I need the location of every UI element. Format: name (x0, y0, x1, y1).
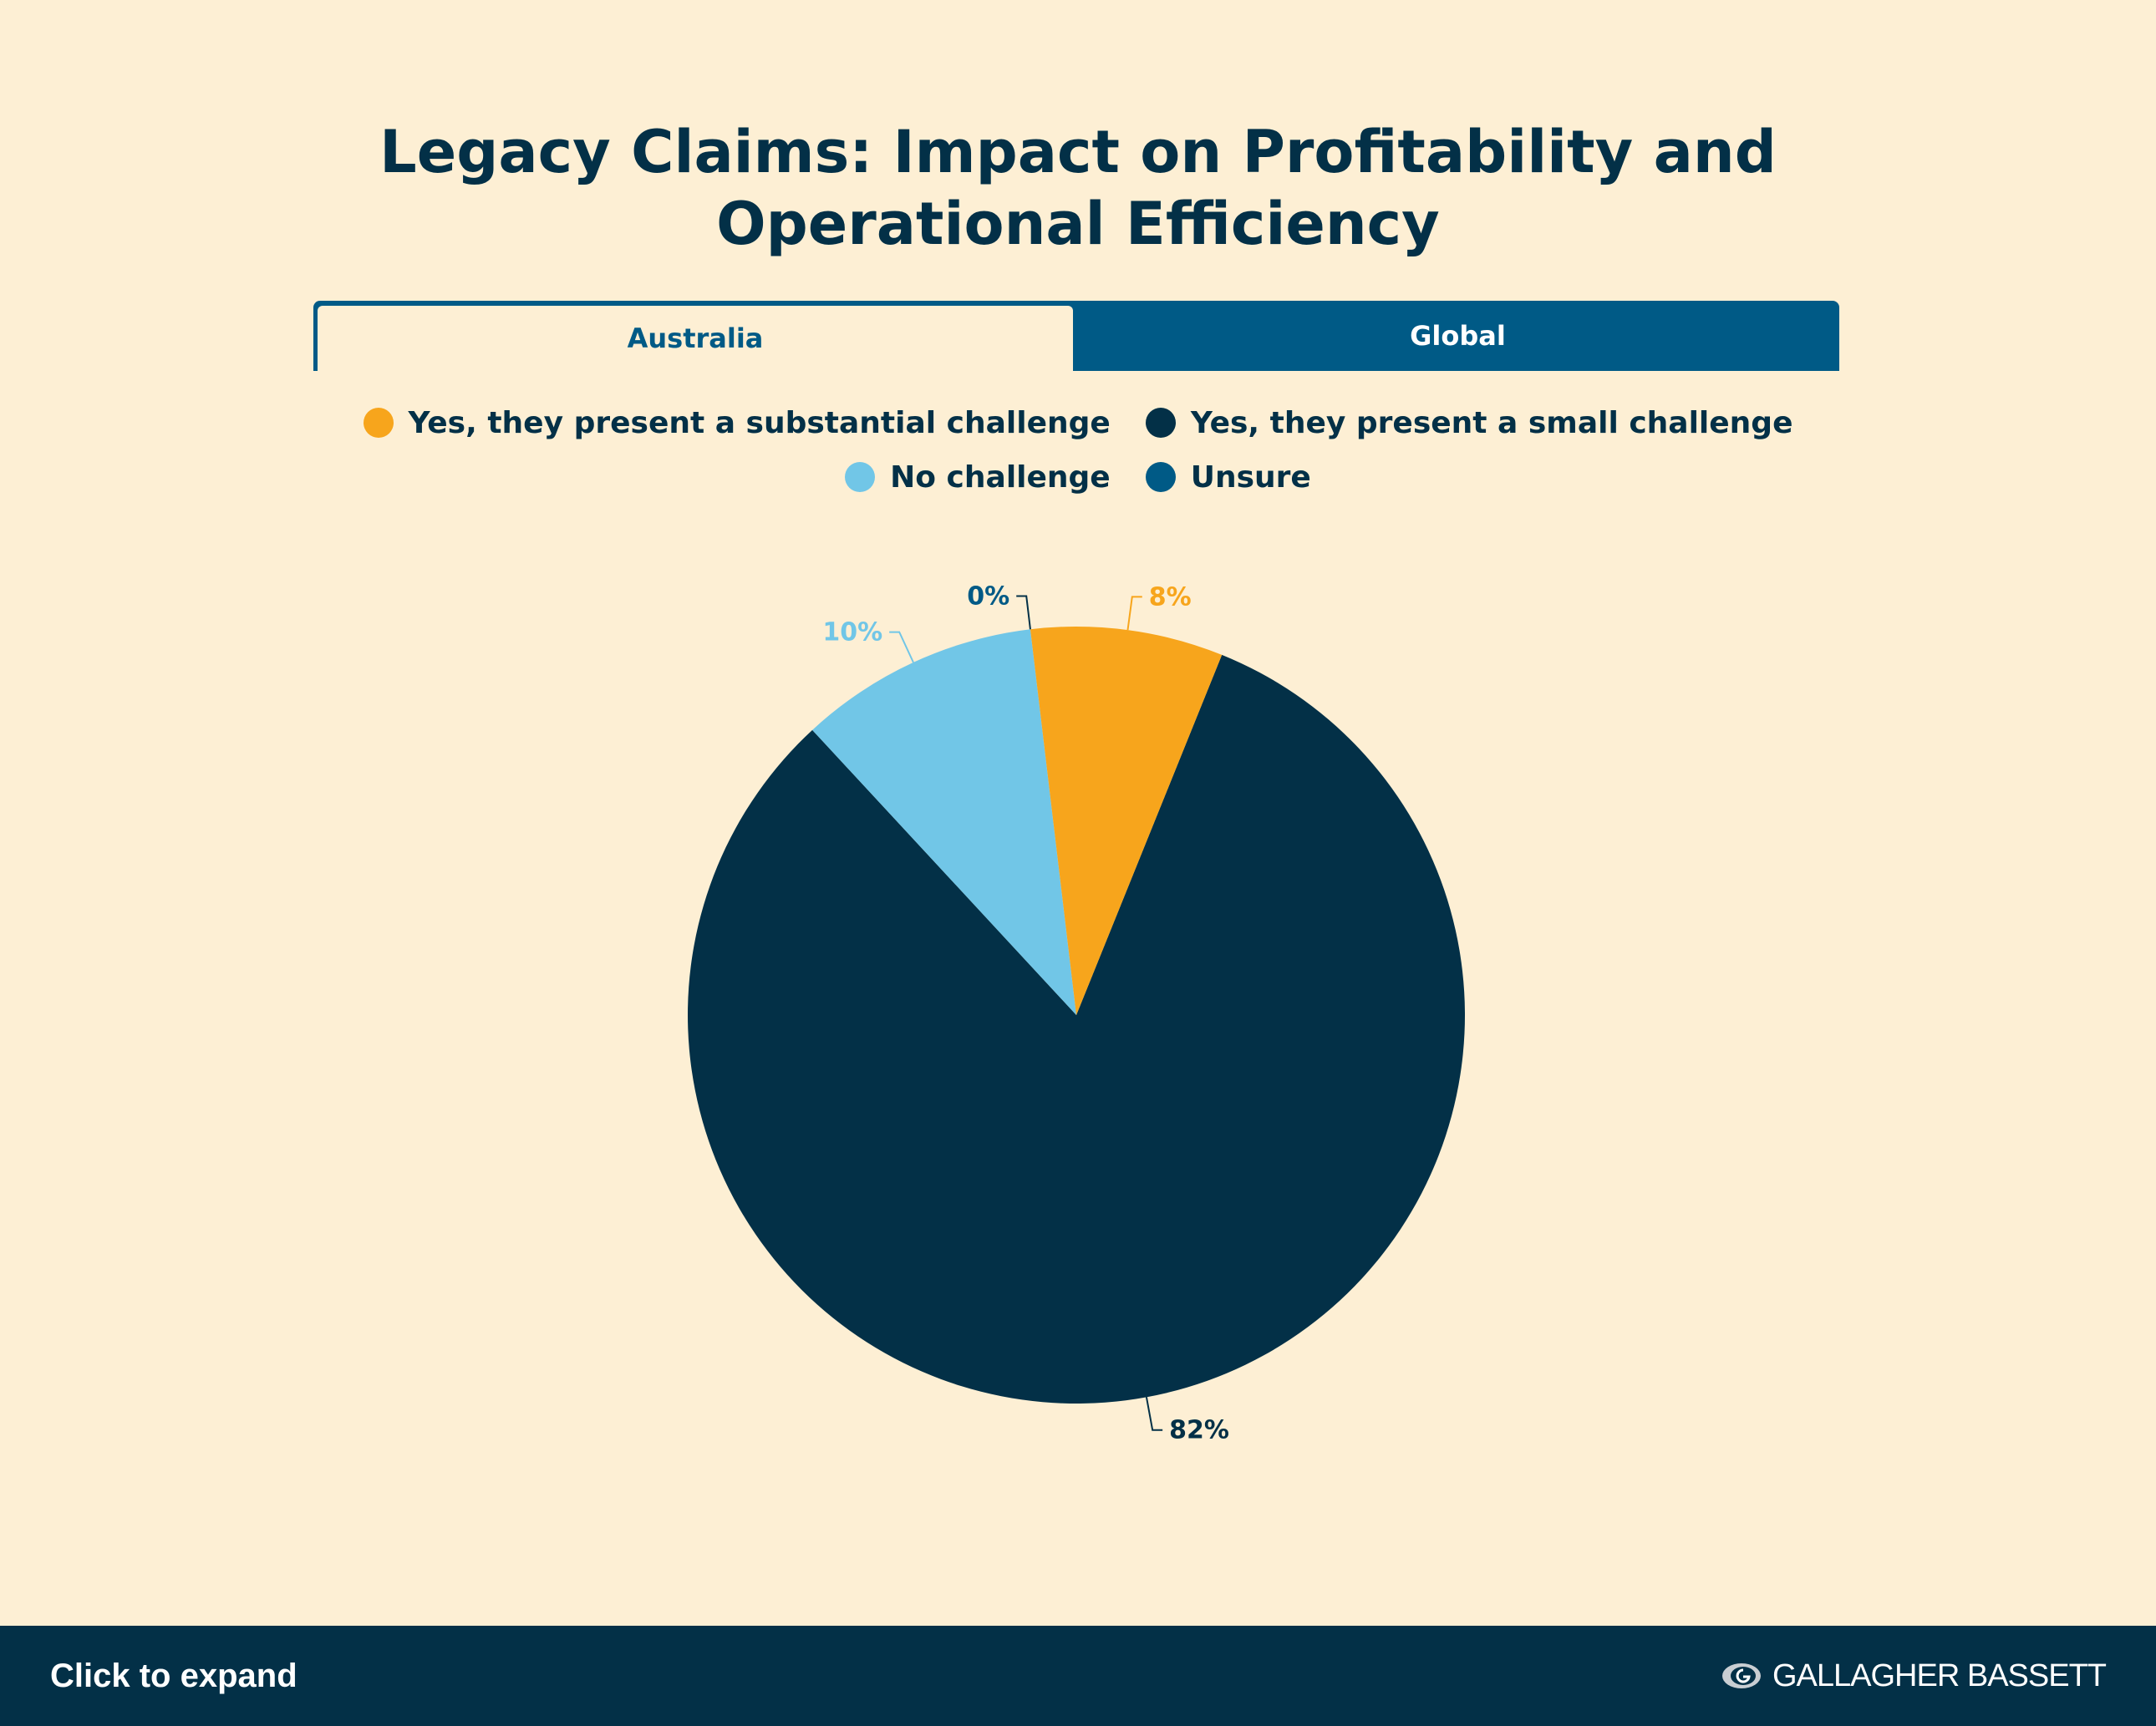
legend-item-substantial-challenge[interactable]: Yes, they present a substantial challeng… (363, 405, 1111, 440)
chart-title-line2: Operational Efficiency (716, 189, 1440, 258)
gallagher-bassett-logo: GALLAGHER BASSETT (1721, 1626, 2107, 1726)
footer-bar: Click to expand GALLAGHER BASSETT (0, 1626, 2156, 1726)
tab-global[interactable]: Global (1410, 320, 1506, 352)
legend-label-no-challenge: No challenge (890, 459, 1111, 495)
legend-item-no-challenge[interactable]: No challenge (845, 460, 1111, 495)
click-to-expand-button[interactable]: Click to expand (50, 1657, 297, 1694)
pie-label-connector-unsure (1016, 595, 1031, 630)
pie-label-connector-yes-they-present-a-substantial-challenge (1126, 596, 1142, 631)
chart-legend-row-1: Yes, they present a substantial challeng… (242, 401, 1914, 444)
pie-label-connector-yes-they-present-a-small-challenge (1145, 1397, 1163, 1431)
pie-slice-yes-they-present-a-substantial-challenge[interactable] (1030, 627, 1223, 1015)
pie-slice-yes-they-present-a-small-challenge[interactable] (688, 654, 1465, 1404)
chart-title-line1: Legacy Claims: Impact on Profitability a… (379, 117, 1777, 186)
pie-label-connector-no-challenge (889, 631, 914, 663)
pie-slice-no-challenge[interactable] (812, 629, 1076, 1015)
gallagher-bassett-wordmark: GALLAGHER BASSETT (1772, 1657, 2107, 1693)
legend-swatch-no-challenge (845, 462, 876, 492)
pie-data-label-no-challenge: 10% (822, 618, 882, 647)
legend-swatch-small-challenge (1145, 408, 1176, 438)
legend-label-unsure: Unsure (1190, 459, 1311, 495)
chart-title: Legacy Claims: Impact on Profitability a… (242, 116, 1914, 260)
legend-item-unsure[interactable]: Unsure (1145, 459, 1311, 495)
legend-swatch-unsure (1145, 462, 1176, 492)
legend-swatch-substantial-challenge (363, 408, 394, 438)
tab-australia[interactable]: Australia (318, 306, 1073, 371)
pie-data-label-unsure: 0% (967, 582, 1009, 612)
legend-item-small-challenge[interactable]: Yes, they present a small challenge (1145, 405, 1793, 440)
pie-data-label-yes-they-present-a-substantial-challenge: 8% (1149, 582, 1192, 612)
pie-slices (688, 627, 1465, 1404)
legend-label-substantial-challenge: Yes, they present a substantial challeng… (408, 405, 1111, 440)
region-tabs: Australia Global (313, 301, 1839, 371)
legend-label-small-challenge: Yes, they present a small challenge (1190, 405, 1793, 440)
pie-data-label-yes-they-present-a-small-challenge: 82% (1169, 1416, 1229, 1445)
chart-legend-row-2: No challenge Unsure (242, 455, 1914, 499)
gallagher-bassett-logo-icon (1721, 1663, 1761, 1688)
pie-data-labels: 82% 10% 0% 8% (822, 582, 1229, 1445)
